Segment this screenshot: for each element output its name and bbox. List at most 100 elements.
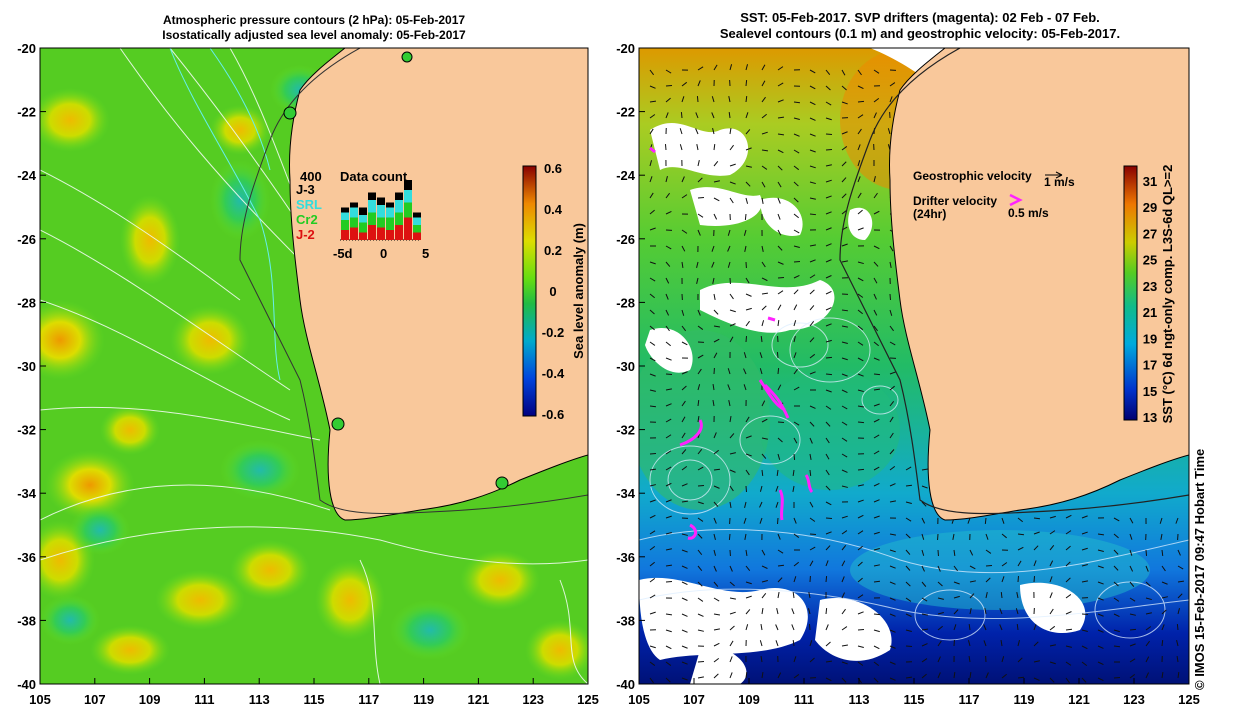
geostrophic-arrow — [1097, 597, 1104, 601]
geostrophic-arrow — [841, 576, 845, 583]
geostrophic-arrow — [776, 469, 779, 477]
geostrophic-arrow — [760, 624, 763, 631]
geostrophic-arrow — [777, 66, 784, 71]
right-x-tick-label: 123 — [1123, 692, 1145, 707]
geostrophic-arrow — [921, 533, 925, 540]
geostrophic-arrow — [713, 352, 718, 359]
right-x-tick-label: 119 — [1014, 692, 1035, 707]
geostrophic-arrow — [873, 357, 880, 361]
geostrophic-arrow — [665, 245, 672, 250]
geostrophic-arrow — [681, 229, 688, 234]
geostrophic-arrow — [809, 259, 816, 263]
geostrophic-arrow — [745, 416, 750, 423]
geostrophic-arrow — [745, 453, 752, 457]
sla-colorbar-tick: -0.4 — [542, 366, 565, 381]
geostrophic-arrow — [745, 181, 751, 187]
geostrophic-arrow — [809, 101, 816, 106]
geostrophic-arrow — [1016, 623, 1019, 631]
geostrophic-arrow — [1017, 517, 1024, 523]
geostrophic-arrow — [745, 624, 749, 631]
sst-colorbar-tick: 15 — [1143, 384, 1157, 399]
geostrophic-arrow — [792, 591, 795, 599]
geostrophic-arrow — [649, 468, 657, 471]
data-count-bar-segment — [386, 202, 394, 208]
geostrophic-arrow — [665, 677, 671, 683]
geostrophic-arrow — [1033, 641, 1039, 647]
geostrophic-arrow — [889, 385, 895, 391]
geostrophic-arrow — [697, 448, 703, 455]
geostrophic-arrow — [1081, 661, 1088, 667]
left-y-tick-label: -40 — [17, 677, 36, 692]
geostrophic-arrow — [857, 577, 863, 583]
geostrophic-arrow — [809, 165, 816, 169]
geostrophic-arrow — [713, 449, 719, 455]
left-x-tick-label: 117 — [358, 692, 379, 707]
geostrophic-arrow — [905, 466, 912, 471]
geostrophic-arrow — [1017, 640, 1020, 647]
geostrophic-arrow — [745, 595, 752, 599]
geostrophic-arrow — [697, 368, 702, 375]
velocity-legend: Geostrophic velocity 1 m/s Drifter veloc… — [913, 169, 1075, 221]
geostrophic-arrow — [793, 274, 800, 279]
geostrophic-arrow — [889, 613, 896, 617]
geostrophic-arrow — [760, 655, 763, 663]
left-y-axis: -20 -22 -24 -26 -28 -30 -32 -34 -36 -38 -40 — [17, 41, 46, 692]
geostrophic-arrow — [937, 625, 943, 631]
geostrophic-arrow — [729, 416, 732, 423]
geostrophic-arrow — [999, 608, 1003, 615]
geostrophic-arrow — [921, 565, 925, 572]
right-y-tick-label: -36 — [616, 550, 635, 565]
geostrophic-arrow — [792, 485, 795, 492]
geostrophic-arrow — [791, 624, 795, 631]
geostrophic-arrow — [745, 129, 751, 135]
geostrophic-arrow — [809, 69, 816, 74]
left-x-tick-label: 113 — [249, 692, 270, 707]
geostrophic-arrow — [761, 261, 766, 268]
geostrophic-arrow — [1129, 565, 1134, 572]
geostrophic-arrow — [1065, 677, 1070, 684]
drifter-velocity-label: Drifter velocity — [913, 194, 997, 208]
geostrophic-arrow — [649, 677, 654, 684]
geostrophic-arrow — [727, 245, 731, 252]
geostrophic-arrow — [889, 309, 893, 316]
geostrophic-arrow — [1176, 640, 1179, 647]
geostrophic-arrow — [697, 354, 704, 359]
geostrophic-arrow — [1145, 597, 1152, 601]
geostrophic-arrow — [777, 437, 783, 443]
geostrophic-arrow — [857, 499, 864, 503]
geostrophic-arrow — [680, 111, 683, 119]
geostrophic-arrow — [713, 213, 718, 220]
geostrophic-arrow — [873, 482, 880, 487]
geostrophic-arrow — [697, 229, 701, 236]
geostrophic-arrow — [969, 608, 972, 615]
geostrophic-arrow — [745, 335, 748, 343]
data-count-bar-segment — [359, 215, 367, 223]
geostrophic-arrow — [809, 197, 816, 200]
geostrophic-arrow — [761, 96, 766, 103]
geostrophic-arrow — [1161, 639, 1164, 647]
geostrophic-arrow — [793, 561, 800, 567]
geostrophic-arrow — [729, 309, 736, 313]
geostrophic-arrow — [649, 545, 656, 551]
geostrophic-arrow — [953, 549, 956, 557]
geostrophic-arrow — [793, 101, 801, 104]
data-count-bar-segment — [377, 227, 385, 240]
geostrophic-arrow — [792, 469, 795, 477]
geostrophic-arrow — [825, 117, 832, 121]
geostrophic-arrow — [696, 144, 699, 151]
geostrophic-arrow — [777, 245, 783, 251]
geostrophic-arrow — [857, 114, 864, 119]
geostrophic-arrow — [1129, 597, 1136, 602]
geostrophic-arrow — [1161, 549, 1164, 557]
geostrophic-arrow — [777, 533, 781, 540]
geostrophic-arrow — [857, 293, 864, 298]
geostrophic-arrow — [887, 128, 891, 135]
geostrophic-arrow — [857, 309, 863, 315]
geostrophic-arrow — [729, 485, 734, 492]
geostrophic-arrow — [873, 245, 880, 250]
geostrophic-arrow — [745, 197, 749, 204]
geostrophic-arrow — [713, 485, 720, 489]
left-x-tick-label: 121 — [468, 692, 490, 707]
geostrophic-arrow — [728, 111, 731, 119]
